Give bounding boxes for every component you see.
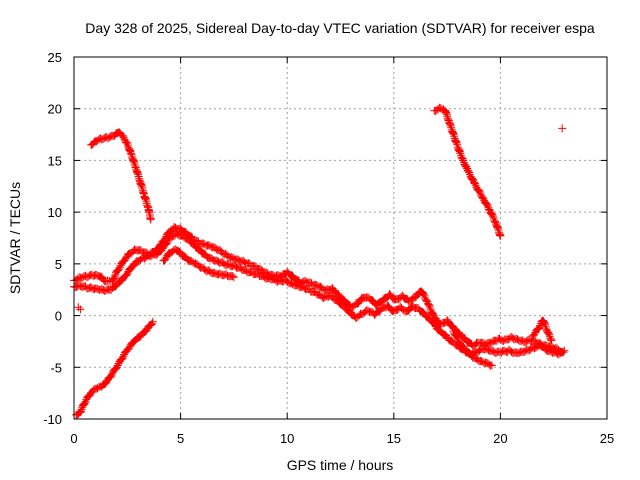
x-tick-labels: 0 5 10 15 20 25 xyxy=(70,431,614,446)
series-arc-8 xyxy=(528,316,556,345)
x-tick-label: 10 xyxy=(280,431,294,446)
y-tick-label: -5 xyxy=(50,360,62,375)
y-tick-label: 20 xyxy=(48,102,62,117)
series-markers xyxy=(528,316,556,345)
y-tick-label: 0 xyxy=(55,309,62,324)
grid-lines xyxy=(74,57,607,419)
x-tick-label: 5 xyxy=(177,431,184,446)
y-tick-label: 25 xyxy=(48,50,62,65)
series-markers xyxy=(430,103,505,240)
series-markers xyxy=(87,128,155,224)
y-axis-title: SDTVAR / TECUs xyxy=(7,182,23,294)
x-tick-label: 0 xyxy=(70,431,77,446)
series-markers xyxy=(159,245,238,282)
series-arc-7 xyxy=(449,327,496,370)
x-tick-label: 25 xyxy=(600,431,614,446)
series-markers xyxy=(449,327,496,370)
data-points xyxy=(70,103,569,419)
plot-frame xyxy=(73,56,608,420)
y-tick-label: 5 xyxy=(55,257,62,272)
series-isolated xyxy=(74,124,567,314)
y-tick-label: 15 xyxy=(48,153,62,168)
x-tick-label: 15 xyxy=(387,431,401,446)
series-markers xyxy=(74,124,567,314)
y-tick-label: 10 xyxy=(48,205,62,220)
series-markers xyxy=(72,317,157,419)
axis-ticks xyxy=(73,56,608,420)
y-tick-label: -10 xyxy=(43,412,62,427)
x-axis-title: GPS time / hours xyxy=(287,457,394,473)
x-tick-label: 20 xyxy=(493,431,507,446)
series-arc-3 xyxy=(430,103,505,240)
chart-title: Day 328 of 2025, Sidereal Day-to-day VTE… xyxy=(85,20,595,36)
y-tick-labels: -10 -5 0 5 10 15 20 25 xyxy=(43,50,62,427)
series-arc-1 xyxy=(87,128,155,224)
series-arc-6 xyxy=(159,245,238,282)
series-arc-2 xyxy=(72,317,157,419)
